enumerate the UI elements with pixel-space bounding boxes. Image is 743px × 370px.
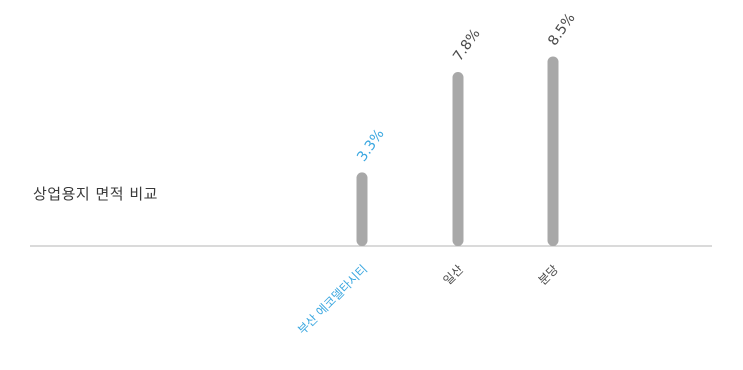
category-label-1: 일산	[441, 262, 467, 288]
category-label-0: 부산 에코델타시티	[295, 262, 370, 337]
value-label-1: 7.8%	[450, 26, 484, 64]
chart-title: 상업용지 면적 비교	[33, 185, 158, 203]
bar-1	[452, 72, 464, 246]
value-label-0: 3.3%	[354, 126, 388, 164]
bar-2	[547, 56, 559, 247]
bar-0	[356, 172, 368, 246]
category-label-2: 분당	[536, 262, 562, 288]
value-label-2: 8.5%	[545, 10, 579, 48]
